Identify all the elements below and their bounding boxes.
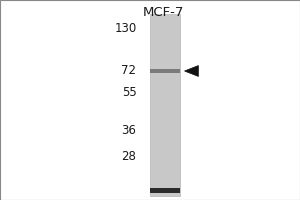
FancyBboxPatch shape: [150, 69, 180, 73]
Text: MCF-7: MCF-7: [143, 6, 184, 19]
Polygon shape: [184, 66, 198, 76]
Text: 28: 28: [122, 150, 136, 164]
FancyBboxPatch shape: [150, 14, 180, 196]
FancyBboxPatch shape: [150, 188, 180, 193]
Text: 36: 36: [122, 123, 136, 136]
Text: 130: 130: [114, 22, 136, 36]
Text: 55: 55: [122, 86, 136, 99]
Text: 72: 72: [122, 64, 136, 77]
